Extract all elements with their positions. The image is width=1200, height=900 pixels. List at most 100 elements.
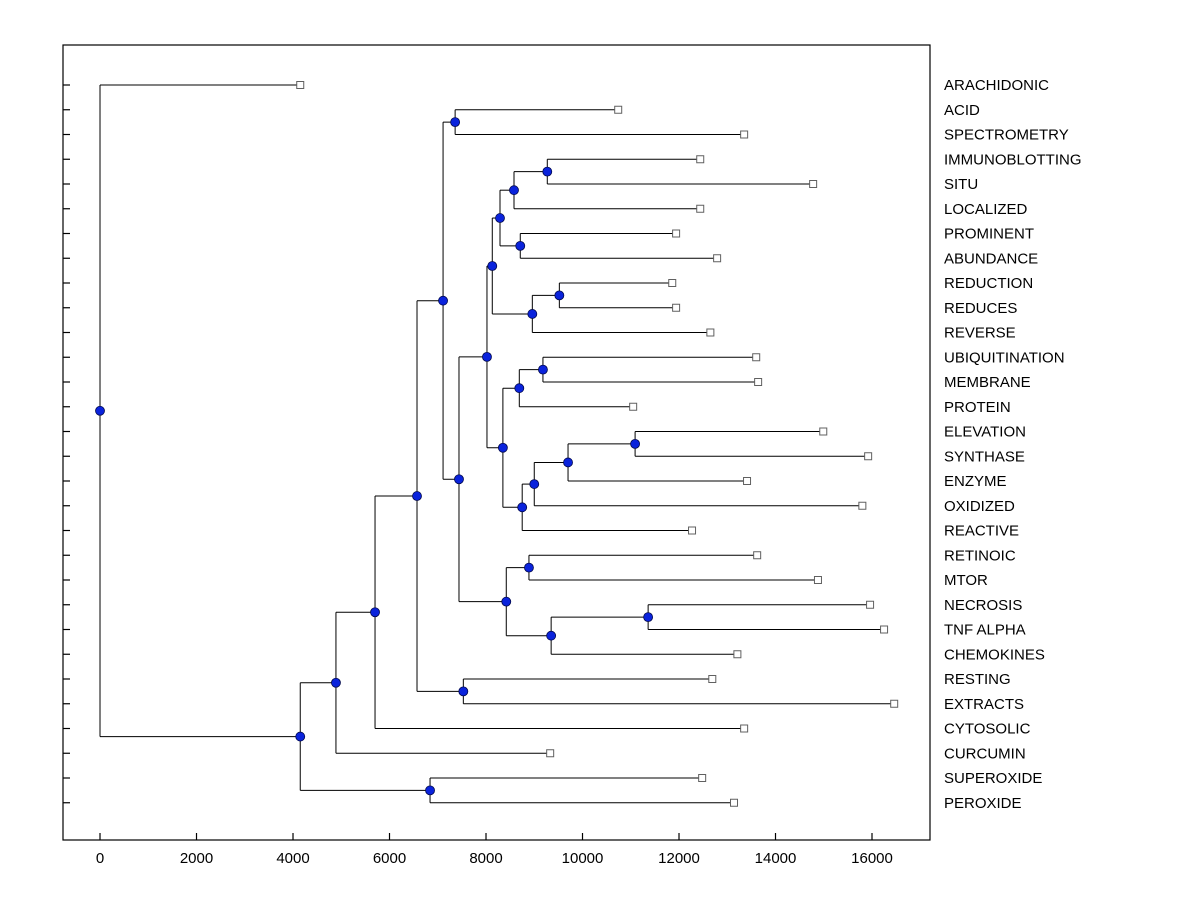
leaf-node-marker[interactable] — [730, 798, 739, 807]
leaf-label: REACTIVE — [944, 523, 1019, 540]
leaf-label: SYNTHASE — [944, 448, 1025, 465]
x-axis-tick-label: 4000 — [276, 850, 309, 867]
leaf-label: TNF ALPHA — [944, 622, 1026, 639]
leaf-label: PROMINENT — [944, 226, 1034, 243]
internal-node-marker[interactable] — [425, 785, 435, 796]
axes-box — [62, 44, 931, 841]
leaf-node-marker[interactable] — [880, 625, 889, 634]
leaf-node-marker[interactable] — [546, 749, 555, 758]
leaf-node-marker[interactable] — [713, 254, 722, 263]
leaf-label: SITU — [944, 176, 978, 193]
leaf-node-marker[interactable] — [858, 501, 867, 510]
internal-node-marker[interactable] — [542, 166, 553, 177]
x-axis-tick-label: 6000 — [373, 850, 406, 867]
internal-node-marker[interactable] — [538, 364, 548, 375]
internal-node-marker[interactable] — [529, 479, 540, 489]
leaf-label: REDUCTION — [944, 275, 1033, 292]
leaf-node-marker[interactable] — [672, 229, 681, 238]
internal-node-marker[interactable] — [295, 731, 306, 742]
internal-node-marker[interactable] — [515, 240, 526, 251]
internal-node-marker[interactable] — [524, 562, 534, 573]
internal-node-marker[interactable] — [450, 117, 461, 128]
x-axis-tick-label: 0 — [96, 850, 104, 867]
x-axis-tick-label: 2000 — [180, 850, 213, 867]
leaf-label: ELEVATION — [944, 424, 1026, 441]
leaf-label: CHEMOKINES — [944, 646, 1045, 663]
leaf-label: UBIQUITINATION — [944, 349, 1065, 366]
leaf-label: ENZYME — [944, 473, 1007, 490]
leaf-node-marker[interactable] — [698, 774, 707, 782]
leaf-node-marker[interactable] — [740, 724, 749, 733]
leaf-node-marker[interactable] — [864, 452, 873, 461]
leaf-node-marker[interactable] — [754, 378, 763, 386]
leaf-label: LOCALIZED — [944, 201, 1028, 218]
internal-node-marker[interactable] — [630, 438, 640, 449]
leaf-label: MTOR — [944, 572, 988, 589]
internal-node-marker[interactable] — [412, 491, 422, 501]
x-axis-tick-label: 10000 — [562, 850, 604, 867]
leaf-node-marker[interactable] — [743, 477, 752, 485]
internal-node-marker[interactable] — [495, 213, 505, 223]
leaf-node-marker[interactable] — [614, 105, 623, 114]
internal-node-marker[interactable] — [527, 309, 538, 319]
leaf-label: EXTRACTS — [944, 696, 1024, 713]
leaf-label: RESTING — [944, 671, 1011, 688]
leaf-label: ARACHIDONIC — [944, 77, 1049, 94]
internal-node-marker[interactable] — [546, 630, 557, 641]
leaf-node-marker[interactable] — [672, 303, 681, 312]
internal-node-marker[interactable] — [458, 686, 469, 697]
internal-node-marker[interactable] — [514, 383, 525, 394]
leaf-node-marker[interactable] — [819, 427, 828, 436]
internal-node-marker[interactable] — [95, 405, 105, 416]
leaf-label: REDUCES — [944, 300, 1017, 317]
leaf-node-marker[interactable] — [753, 551, 762, 560]
leaf-node-marker[interactable] — [696, 155, 705, 164]
leaf-label: PROTEIN — [944, 399, 1011, 416]
x-axis-tick-label: 8000 — [469, 850, 502, 867]
leaf-label: PEROXIDE — [944, 795, 1022, 812]
internal-node-marker[interactable] — [563, 457, 573, 468]
leaf-label: IMMUNOBLOTTING — [944, 151, 1082, 168]
leaf-node-marker[interactable] — [706, 328, 715, 337]
leaf-node-marker[interactable] — [629, 402, 638, 411]
leaf-label: REVERSE — [944, 325, 1016, 342]
internal-node-marker[interactable] — [370, 607, 380, 618]
internal-node-marker[interactable] — [331, 677, 341, 688]
internal-node-marker[interactable] — [517, 502, 528, 513]
leaf-label: NECROSIS — [944, 597, 1022, 614]
leaf-label: SPECTROMETRY — [944, 127, 1069, 144]
x-axis-tick-label: 12000 — [658, 850, 700, 867]
leaf-node-marker[interactable] — [296, 81, 305, 89]
internal-node-marker[interactable] — [438, 295, 448, 306]
internal-node-marker[interactable] — [454, 474, 464, 485]
x-axis-tick-label: 14000 — [755, 850, 797, 867]
leaf-node-marker[interactable] — [740, 130, 749, 139]
leaf-node-marker[interactable] — [809, 180, 818, 188]
internal-node-marker[interactable] — [643, 612, 654, 623]
leaf-node-marker[interactable] — [890, 699, 899, 708]
leaf-node-marker[interactable] — [813, 576, 822, 584]
leaf-node-marker[interactable] — [866, 600, 875, 609]
internal-node-marker[interactable] — [482, 351, 492, 362]
internal-node-marker[interactable] — [554, 290, 565, 301]
leaf-label: SUPEROXIDE — [944, 770, 1042, 787]
leaf-label: RETINOIC — [944, 547, 1016, 564]
leaf-label: ABUNDANCE — [944, 250, 1038, 267]
leaf-node-marker[interactable] — [668, 279, 677, 287]
internal-node-marker[interactable] — [509, 185, 519, 196]
leaf-label: OXIDIZED — [944, 498, 1015, 515]
x-axis-tick-label: 16000 — [851, 850, 893, 867]
leaf-label: MEMBRANE — [944, 374, 1031, 391]
leaf-node-marker[interactable] — [708, 675, 717, 683]
leaf-node-marker[interactable] — [696, 204, 705, 213]
leaf-label: CURCUMIN — [944, 745, 1026, 762]
internal-node-marker[interactable] — [497, 442, 508, 453]
leaf-node-marker[interactable] — [752, 353, 761, 362]
leaf-node-marker[interactable] — [733, 650, 742, 659]
internal-node-marker[interactable] — [501, 596, 512, 607]
leaf-node-marker[interactable] — [688, 526, 697, 535]
leaf-label: CYTOSOLIC — [944, 721, 1031, 738]
internal-node-marker[interactable] — [487, 261, 498, 271]
